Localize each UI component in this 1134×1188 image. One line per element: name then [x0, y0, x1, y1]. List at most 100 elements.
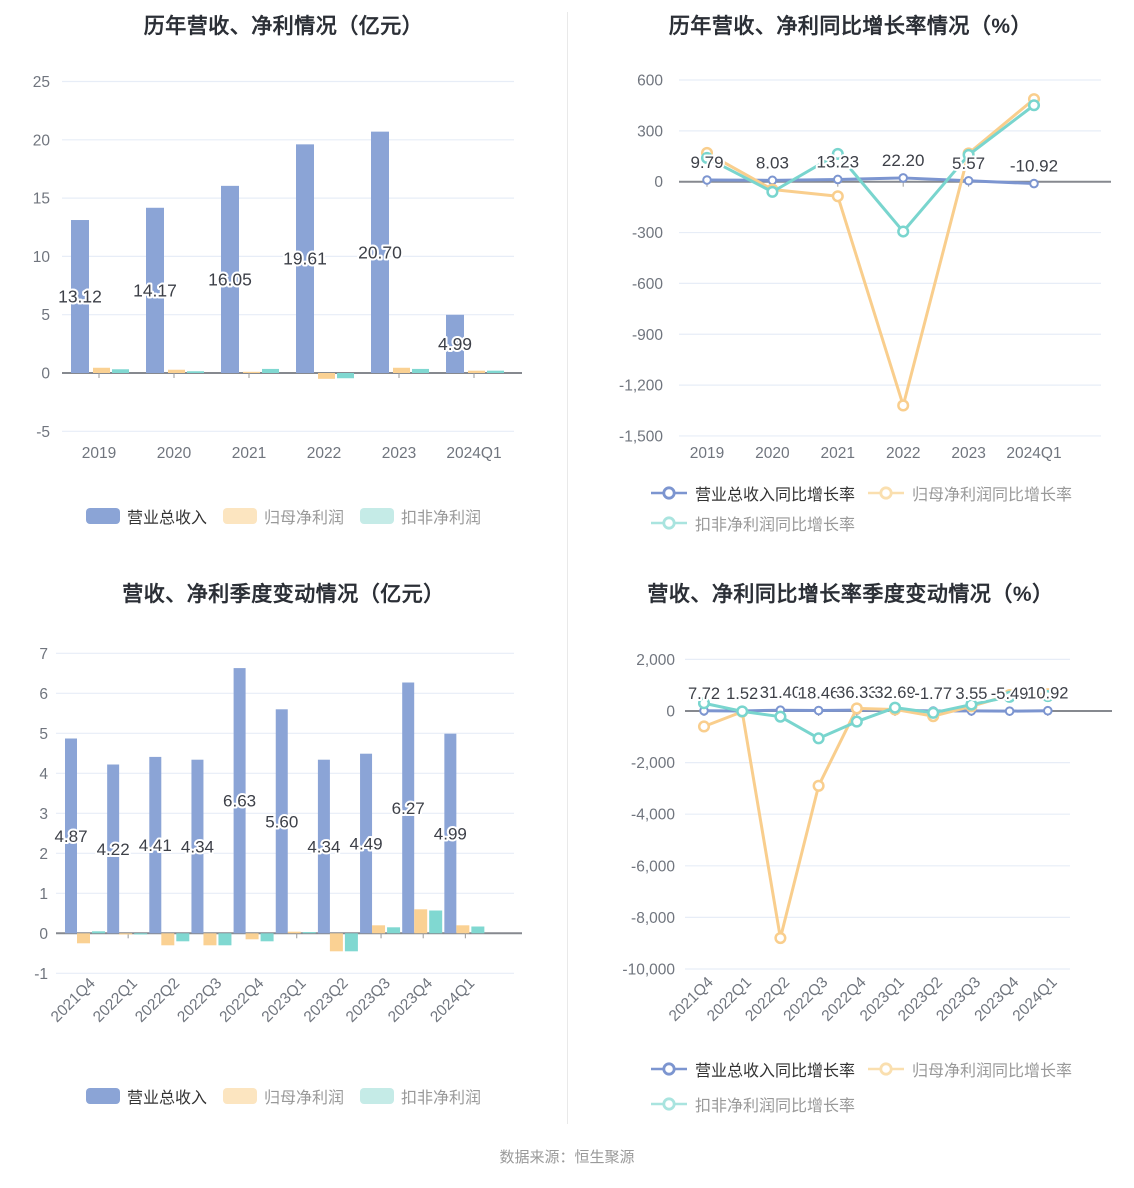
legend-item-1[interactable]: 营业总收入同比增长率 — [650, 481, 855, 505]
svg-text:4.41: 4.41 — [139, 836, 172, 855]
svg-text:1: 1 — [39, 886, 48, 903]
svg-text:0: 0 — [666, 704, 675, 721]
bar-series-2 — [77, 909, 470, 952]
legend-label: 营业总收入 — [126, 1090, 207, 1107]
svg-text:2022Q2: 2022Q2 — [132, 975, 183, 1026]
legend-item-3[interactable]: 扣非净利润 — [360, 1084, 481, 1108]
svg-text:-1,200: -1,200 — [619, 378, 663, 395]
legend-label: 营业总收入 — [126, 510, 207, 527]
svg-text:2021Q4: 2021Q4 — [48, 975, 99, 1026]
legend-line-marker-icon — [868, 486, 904, 500]
legend-label: 归母净利润同比增长率 — [912, 487, 1073, 504]
svg-text:31.40: 31.40 — [760, 684, 801, 702]
svg-text:2022: 2022 — [307, 445, 341, 462]
x-axis-labels: 2019 2020 2021 2022 2023 2024Q1 — [690, 445, 1062, 462]
legend-swatch-icon — [222, 1088, 257, 1104]
bar-series-2 — [93, 367, 485, 379]
svg-text:3.55: 3.55 — [955, 685, 987, 703]
x-axis-labels: 2021Q42022Q12022Q22022Q32022Q42023Q12023… — [666, 974, 1061, 1025]
svg-text:10: 10 — [33, 249, 51, 266]
svg-text:-1,500: -1,500 — [619, 428, 663, 445]
legend-label: 扣非净利润 — [401, 1090, 482, 1107]
svg-text:2022Q1: 2022Q1 — [90, 975, 141, 1026]
annual-growth-legend: 营业总收入同比增长率 归母净利润同比增长率扣非净利润同比增长率 — [567, 0, 1134, 560]
svg-text:-1: -1 — [34, 966, 48, 983]
svg-text:2023Q1: 2023Q1 — [259, 975, 310, 1026]
svg-text:16.05: 16.05 — [208, 269, 252, 289]
legend-item-3[interactable]: 扣非净利润同比增长率 — [650, 1092, 855, 1116]
svg-text:14.17: 14.17 — [133, 280, 177, 300]
line-series-3 — [700, 99, 1041, 238]
svg-text:-2,000: -2,000 — [631, 755, 675, 772]
svg-text:2024Q1: 2024Q1 — [427, 975, 478, 1026]
svg-text:19.61: 19.61 — [283, 249, 327, 269]
panel-annual-growth: 历年营收、净利同比增长率情况（%） 600 300 0 -300 -600 -900 -1,… — [567, 0, 1134, 560]
bar-series-3 — [92, 910, 485, 952]
annual-amounts-chart: 25 20 15 10 5 0 -5 2019 2020 2021 2022 2023 2024Q1 13… — [33, 74, 522, 462]
legend-item-1[interactable]: 营业总收入 — [85, 504, 207, 528]
svg-text:5: 5 — [39, 726, 48, 743]
svg-text:2020: 2020 — [157, 445, 192, 462]
line-series-3 — [697, 689, 1054, 745]
value-labels: 4.87 4.22 4.41 4.34 6.63 5.60 4.34 4.49 6.27 4.99 — [52, 790, 468, 861]
svg-text:13.12: 13.12 — [58, 287, 102, 307]
legend-item-2[interactable]: 归母净利润同比增长率 — [867, 481, 1072, 505]
value-labels: 13.12 14.17 16.05 19.61 20.70 4.99 — [56, 240, 474, 356]
line-series-2 — [697, 688, 1054, 945]
svg-text:22.20: 22.20 — [882, 151, 925, 170]
svg-text:600: 600 — [637, 73, 663, 90]
legend-item-2[interactable]: 归母净利润 — [222, 1084, 344, 1108]
svg-text:18.46: 18.46 — [798, 685, 839, 703]
svg-text:2019: 2019 — [690, 445, 724, 462]
svg-text:32.69: 32.69 — [874, 684, 915, 702]
svg-text:4.87: 4.87 — [54, 827, 87, 846]
svg-text:-10,000: -10,000 — [622, 962, 675, 979]
svg-text:4: 4 — [39, 766, 48, 783]
legend-item-1[interactable]: 营业总收入同比增长率 — [650, 1057, 855, 1081]
grid-and-y-axis: 600 300 0 -300 -600 -900 -1,200 -1,500 — [619, 73, 1111, 445]
quarterly-growth-chart: 2,000 0 -2,000 -4,000 -6,000 -8,000 -10,000202… — [622, 652, 1112, 1025]
svg-text:4.99: 4.99 — [434, 825, 467, 844]
legend-label: 营业总收入同比增长率 — [695, 487, 856, 504]
x-axis-labels: 2019 2020 2021 2022 2023 2024Q1 — [82, 445, 502, 462]
svg-text:2019: 2019 — [82, 445, 116, 462]
svg-text:2023Q3: 2023Q3 — [343, 975, 394, 1026]
legend-item-1[interactable]: 营业总收入 — [85, 1084, 207, 1108]
data-source-text: 数据来源：恒生聚源 — [499, 1149, 635, 1166]
svg-text:-4,000: -4,000 — [631, 807, 675, 824]
svg-text:20.70: 20.70 — [358, 242, 402, 262]
bar-series-3 — [112, 368, 504, 379]
legend-label: 归母净利润 — [263, 1090, 344, 1107]
svg-text:2024Q1: 2024Q1 — [1006, 445, 1061, 462]
svg-text:-300: -300 — [632, 225, 663, 242]
quarterly-amounts-chart: 7 6 5 4 3 2 1 0 -12021Q42022Q12022Q22022Q32022Q4… — [34, 646, 522, 1026]
svg-text:5.57: 5.57 — [952, 154, 985, 173]
legend-label: 归母净利润 — [263, 510, 344, 527]
legend-line-marker-icon — [868, 1062, 904, 1076]
legend-item-3[interactable]: 扣非净利润同比增长率 — [650, 511, 855, 535]
svg-text:10.92: 10.92 — [1027, 685, 1068, 703]
svg-text:2020: 2020 — [755, 445, 790, 462]
svg-text:2023: 2023 — [951, 445, 985, 462]
value-labels: 9.79 8.03 13.23 22.20 5.57 -10.92 — [688, 149, 1060, 178]
legend-line-marker-icon — [651, 1062, 687, 1076]
svg-text:4.34: 4.34 — [181, 838, 214, 857]
legend-item-2[interactable]: 归母净利润同比增长率 — [867, 1057, 1072, 1081]
legend-item-3[interactable]: 扣非净利润 — [360, 504, 481, 528]
legend-label: 扣非净利润同比增长率 — [695, 1098, 856, 1115]
legend-line-marker-icon — [651, 516, 687, 530]
panel-annual-amounts: 历年营收、净利情况（亿元） 25 20 15 10 5 0 -5 2019 2020 2021 20… — [0, 0, 567, 560]
svg-text:-1.77: -1.77 — [914, 685, 952, 703]
svg-text:2: 2 — [39, 846, 48, 863]
svg-text:25: 25 — [33, 74, 50, 91]
svg-text:-5.49: -5.49 — [991, 685, 1029, 703]
legend-label: 扣非净利润同比增长率 — [695, 517, 856, 534]
svg-text:0: 0 — [41, 366, 50, 383]
svg-text:36.33: 36.33 — [836, 684, 877, 702]
legend-item-2[interactable]: 归母净利润 — [222, 504, 344, 528]
svg-text:20: 20 — [33, 132, 51, 149]
svg-text:9.79: 9.79 — [690, 153, 723, 172]
svg-text:2023Q4: 2023Q4 — [385, 975, 436, 1026]
svg-text:15: 15 — [33, 191, 50, 208]
